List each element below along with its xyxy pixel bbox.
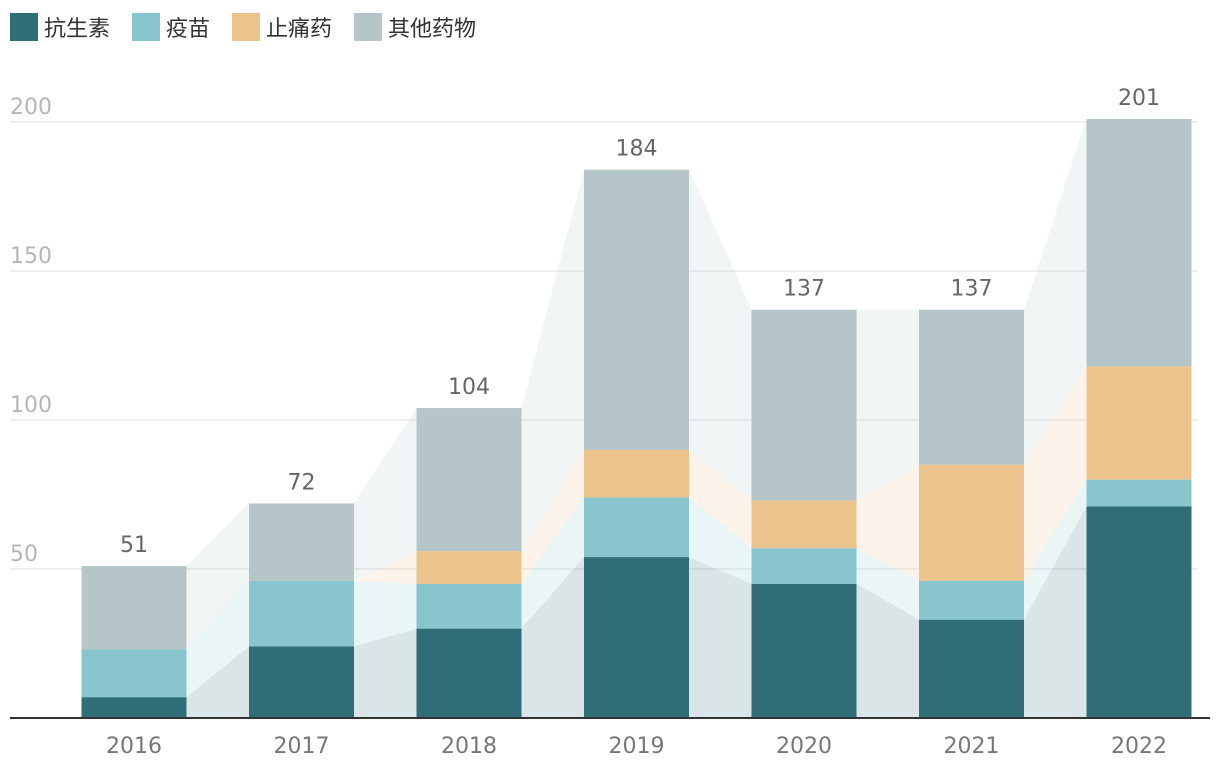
connector-band [521, 449, 584, 584]
connector-band [521, 497, 584, 629]
connector-band [354, 408, 417, 581]
bar-segment [1086, 506, 1192, 718]
connector-bands [186, 119, 1087, 718]
connector-band [521, 557, 584, 718]
labels: 51 2016 72 2017 104 2018 184 2019 137 2020 137 2021… [106, 86, 1167, 759]
bar-total-label: 72 [288, 470, 316, 495]
bar-segment [416, 583, 522, 629]
x-tick-label: 2021 [944, 734, 1000, 759]
connector-band [521, 169, 584, 552]
bar-total-label: 201 [1118, 86, 1160, 111]
connector-band [689, 449, 752, 549]
connector-band [354, 580, 417, 647]
connector-band [689, 497, 752, 584]
legend-item-other-drugs: 其他药物 [354, 11, 476, 43]
legend-label-vaccines: 疫苗 [166, 17, 211, 42]
bar-segment [584, 557, 689, 718]
legend: 抗生素 疫苗 止痛药 其他药物 [10, 12, 498, 42]
bar-segment [1086, 479, 1192, 507]
bar-segment [416, 408, 522, 552]
connector-band [354, 628, 417, 718]
bar-segment [751, 548, 857, 584]
bar-total-label: 137 [951, 277, 993, 302]
bar-segment [81, 697, 187, 718]
legend-label-antibiotics: 抗生素 [44, 17, 111, 42]
legend-label-other-drugs: 其他药物 [388, 17, 477, 42]
y-tick-label: 50 [10, 542, 38, 567]
bar-segment [1086, 366, 1192, 480]
bar-segment [919, 619, 1024, 718]
x-tick-label: 2020 [776, 734, 832, 759]
x-tick-label: 2016 [106, 734, 162, 759]
connector-band [186, 503, 249, 650]
legend-label-painkillers: 止痛药 [266, 17, 333, 42]
x-tick-label: 2022 [1111, 734, 1167, 759]
connector-band [1024, 119, 1087, 465]
connector-band [856, 548, 919, 620]
bar-segment [584, 497, 689, 558]
bar-segment [584, 169, 689, 450]
bar-segment [584, 449, 689, 498]
y-tick-label: 100 [10, 393, 52, 418]
bar-total-label: 104 [448, 375, 490, 400]
x-tick-label: 2018 [441, 734, 497, 759]
connector-band [1024, 366, 1087, 581]
bar-total-label: 137 [783, 277, 825, 302]
bar-segment [249, 580, 354, 647]
bar-segment [81, 649, 187, 698]
legend-item-painkillers: 止痛药 [232, 11, 332, 43]
connector-band [689, 169, 752, 501]
connector-band [1024, 506, 1087, 718]
connector-band [354, 551, 417, 584]
bar-segment [249, 646, 354, 718]
legend-swatch-other-drugs [354, 13, 383, 41]
bar-total-label: 51 [120, 533, 148, 558]
bar-segment [751, 583, 857, 718]
bar-segment [751, 500, 857, 549]
y-tick-label: 200 [10, 95, 52, 120]
bar-segment [751, 309, 857, 501]
bar-segment [1086, 119, 1192, 367]
bar-segment [416, 628, 522, 718]
connector-band [689, 557, 752, 718]
x-tick-label: 2017 [274, 734, 330, 759]
bar-segment [81, 566, 187, 650]
bar-segment [249, 503, 354, 581]
legend-swatch-painkillers [232, 13, 261, 41]
bar-segment [919, 580, 1024, 620]
legend-swatch-antibiotics [10, 13, 38, 41]
connector-band [1024, 479, 1087, 620]
connector-band [186, 646, 249, 718]
bar-segment [416, 551, 522, 584]
connector-band [856, 309, 919, 501]
y-tick-label: 150 [10, 244, 52, 269]
x-tick-label: 2019 [609, 734, 665, 759]
bar-segment [919, 464, 1024, 581]
connector-band [186, 580, 249, 698]
bars [10, 119, 1210, 719]
bar-total-label: 184 [616, 137, 658, 162]
legend-item-antibiotics: 抗生素 [10, 11, 110, 43]
bar-segment [919, 309, 1024, 465]
connector-band [856, 583, 919, 718]
legend-swatch-vaccines [132, 13, 161, 41]
legend-item-vaccines: 疫苗 [132, 11, 210, 43]
connector-band [856, 464, 919, 581]
